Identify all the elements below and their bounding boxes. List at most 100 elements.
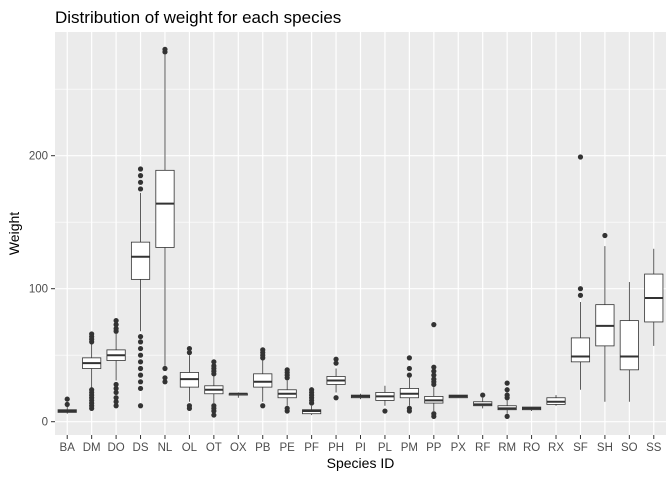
box-iqr [253, 373, 273, 388]
x-tick-label: PP [426, 442, 442, 454]
outlier-point [64, 401, 70, 408]
x-tick-label: RM [498, 442, 516, 454]
outlier-point [406, 355, 412, 361]
box-RM [497, 380, 517, 419]
x-tick-label: NL [158, 442, 173, 454]
box-RF [473, 392, 493, 409]
box-PI [350, 393, 371, 400]
box-OX [228, 392, 248, 398]
x-tick-label: DO [107, 442, 124, 454]
y-tick-label: 200 [29, 151, 48, 163]
outlier-point [480, 392, 486, 398]
box-PP [424, 322, 444, 419]
outlier-point [137, 372, 144, 378]
outlier-point [577, 286, 584, 292]
x-tick-label: DM [83, 442, 101, 454]
box-RO [522, 406, 542, 412]
outlier-point [137, 345, 144, 352]
x-tick-label: OX [230, 442, 247, 454]
outlier-point [162, 379, 168, 385]
outlier-point [431, 322, 437, 328]
y-tick-label: 100 [29, 284, 48, 296]
y-axis-ticks: 0 100 200 [29, 151, 55, 429]
box-PE [277, 367, 297, 414]
outlier-point [186, 349, 193, 356]
x-tick-label: OT [206, 442, 222, 454]
outlier-point [137, 352, 144, 358]
x-tick-label: PX [451, 442, 467, 454]
box-iqr [619, 320, 639, 371]
box-PH [326, 356, 346, 401]
x-tick-label: SO [621, 442, 638, 454]
box-DS [130, 166, 151, 409]
outlier-point [89, 387, 95, 393]
outlier-point [431, 364, 437, 370]
box-series [57, 46, 664, 419]
x-axis-ticks: BA DM DO DS NL OL OT OX PB PE PF PH PI PL PM PP PX RF RM RO… [60, 435, 662, 454]
outlier-point [431, 372, 437, 378]
outlier-point [113, 403, 119, 409]
box-NL [155, 46, 175, 385]
x-axis-title: Species ID [327, 455, 395, 471]
outlier-point [504, 392, 510, 398]
outlier-point [577, 292, 584, 298]
box-RX [546, 395, 566, 406]
box-DO [106, 318, 126, 409]
box-PM [399, 355, 419, 414]
x-tick-label: PI [355, 442, 366, 454]
box-iqr [155, 169, 175, 248]
box-OL [179, 345, 199, 411]
box-iqr [570, 337, 591, 363]
outlier-point [211, 363, 217, 369]
x-tick-label: SH [597, 442, 613, 454]
x-tick-label: RX [548, 442, 564, 454]
box-SO [619, 282, 639, 402]
x-tick-label: PH [328, 442, 344, 454]
box-iqr [130, 241, 151, 280]
outlier-point [137, 179, 144, 185]
outlier-point [162, 375, 168, 381]
outlier-point [260, 347, 266, 353]
outlier-point [309, 387, 315, 393]
outlier-point [137, 385, 144, 392]
x-tick-label: BA [60, 442, 76, 454]
outlier-point [64, 396, 70, 402]
outlier-point [137, 379, 144, 385]
box-PB [253, 347, 273, 409]
chart-title: Distribution of weight for each species [55, 8, 341, 27]
outlier-point [113, 395, 119, 401]
outlier-point [382, 408, 388, 414]
outlier-point [137, 365, 144, 372]
outlier-point [333, 395, 339, 401]
outlier-point [406, 405, 412, 411]
outlier-point [431, 368, 437, 374]
outlier-point [602, 232, 608, 239]
outlier-point [137, 166, 144, 172]
box-SS [644, 248, 664, 346]
outlier-point [186, 345, 193, 352]
outlier-point [113, 381, 119, 388]
x-tick-label: RF [475, 442, 490, 454]
outlier-point [137, 339, 144, 345]
outlier-point [137, 173, 144, 179]
outlier-point [284, 367, 290, 373]
outlier-point [186, 403, 193, 409]
x-tick-label: PL [378, 442, 393, 454]
x-tick-label: PM [401, 442, 418, 454]
outlier-point [113, 399, 119, 405]
outlier-point [504, 380, 510, 386]
x-tick-label: PF [304, 442, 319, 454]
outlier-point [162, 46, 168, 52]
outlier-point [137, 333, 144, 340]
outlier-point [406, 365, 412, 372]
outlier-point [431, 411, 437, 417]
outlier-point [113, 322, 119, 328]
box-PL [375, 385, 395, 414]
outlier-point [137, 186, 144, 192]
box-BA [57, 396, 77, 414]
box-PX [448, 394, 468, 399]
outlier-point [162, 365, 168, 372]
x-tick-label: SS [646, 442, 662, 454]
box-DM [82, 331, 102, 411]
